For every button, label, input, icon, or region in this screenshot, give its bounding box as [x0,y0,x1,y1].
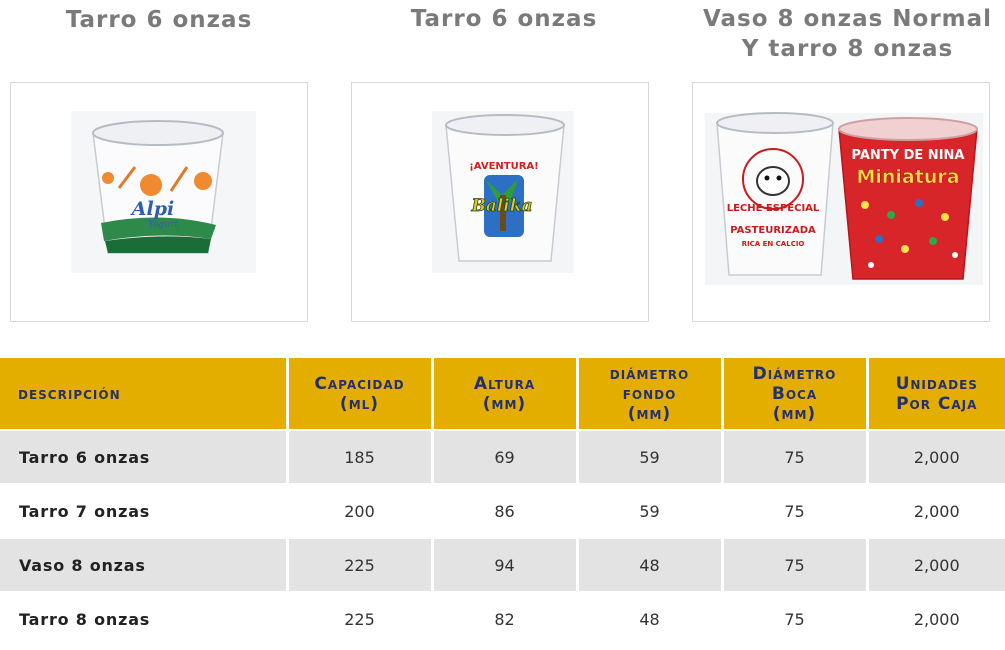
header-altura-line1: Altura [473,373,536,394]
cell-diametro-fondo: 59 [577,429,724,484]
panty-de-nina-text: PANTY DE NINA [852,148,965,163]
cell-descripcion: Tarro 8 onzas [0,591,289,646]
header-descripcion: descripción [0,358,289,430]
alpi-yogurt-cup-image: Alpi Yogurt [71,111,256,273]
miniatura-text: Miniatura [856,166,959,188]
product-title-3-line2: Y tarro 8 onzas [741,36,954,62]
cell-capacidad: 225 [287,591,434,646]
balika-cup-image: ¡AVENTURA! Balika [432,111,574,273]
aventura-text: ¡AVENTURA! [469,161,539,172]
cell-diametro-boca: 75 [722,591,869,646]
header-diametro-boca-line1: Diámetro [752,363,837,384]
specifications-table: descripción Capacidad (ml) Altura (mm) d… [0,358,1005,646]
product-title-2: Tarro 6 onzas [355,4,653,34]
alpi-brand-text: Alpi [130,198,174,220]
cell-diametro-fondo: 48 [577,537,724,592]
header-diametro-fondo-line3: (mm) [627,403,672,424]
product-image-box-1: Alpi Yogurt [10,82,308,322]
product-title-3: Vaso 8 onzas Normal Y tarro 8 onzas [690,4,1005,64]
cup-pair-image: LECHE ESPECIAL PASTEURIZADA RICA EN CALC… [705,112,983,285]
cell-unidades: 2,000 [867,483,1005,538]
product-title-3-line1: Vaso 8 onzas Normal [702,6,993,32]
cell-diametro-boca: 75 [722,483,869,538]
table-row: Tarro 6 onzas 185 69 59 75 2,000 [0,429,1005,484]
header-descripcion-label: descripción [18,383,121,404]
cell-capacidad: 200 [287,483,434,538]
header-capacidad-line2: (ml) [339,393,380,414]
balika-brand-text: Balika [470,196,532,216]
header-diametro-boca-line2: Boca [771,383,818,404]
table-row: Tarro 8 onzas 225 82 48 75 2,000 [0,591,1005,646]
product-title-1-text: Tarro 6 onzas [65,7,253,33]
leche-especial-text: LECHE ESPECIAL [727,203,820,214]
cell-unidades: 2,000 [867,591,1005,646]
table-row: Vaso 8 onzas 225 94 48 75 2,000 [0,537,1005,592]
cell-capacidad: 185 [287,429,434,484]
table-header-row: descripción Capacidad (ml) Altura (mm) d… [0,358,1005,430]
cell-altura: 94 [432,537,579,592]
cell-diametro-fondo: 48 [577,591,724,646]
cell-altura: 69 [432,429,579,484]
cell-descripcion: Tarro 7 onzas [0,483,289,538]
cell-descripcion: Vaso 8 onzas [0,537,289,592]
header-diametro-boca-line3: (mm) [772,403,817,424]
cell-diametro-boca: 75 [722,537,869,592]
header-capacidad: Capacidad (ml) [287,358,434,430]
product-title-1: Tarro 6 onzas [10,5,308,35]
cell-altura: 86 [432,483,579,538]
header-diametro-fondo-line2: fondo [622,383,677,404]
header-altura: Altura (mm) [432,358,579,430]
cell-unidades: 2,000 [867,429,1005,484]
rica-en-calcio-text: RICA EN CALCIO [742,240,805,248]
cell-diametro-fondo: 59 [577,483,724,538]
cell-unidades: 2,000 [867,537,1005,592]
header-diametro-fondo-line1: diámetro [609,363,690,384]
cell-altura: 82 [432,591,579,646]
header-unidades-line2: Por Caja [896,393,978,414]
cell-capacidad: 225 [287,537,434,592]
cell-descripcion: Tarro 6 onzas [0,429,289,484]
header-unidades-line1: Unidades [895,373,978,394]
product-image-box-3: LECHE ESPECIAL PASTEURIZADA RICA EN CALC… [692,82,990,322]
product-title-2-text: Tarro 6 onzas [410,6,598,32]
yogurt-brand-text: Yogurt [148,220,178,230]
cell-diametro-boca: 75 [722,429,869,484]
header-diametro-boca: Diámetro Boca (mm) [722,358,869,430]
product-image-box-2: ¡AVENTURA! Balika [351,82,649,322]
header-altura-line2: (mm) [482,393,527,414]
header-capacidad-line1: Capacidad [314,373,405,394]
header-unidades: Unidades Por Caja [867,358,1005,430]
header-diametro-fondo: diámetro fondo (mm) [577,358,724,430]
table-row: Tarro 7 onzas 200 86 59 75 2,000 [0,483,1005,538]
pasteurizada-text: PASTEURIZADA [730,225,816,236]
